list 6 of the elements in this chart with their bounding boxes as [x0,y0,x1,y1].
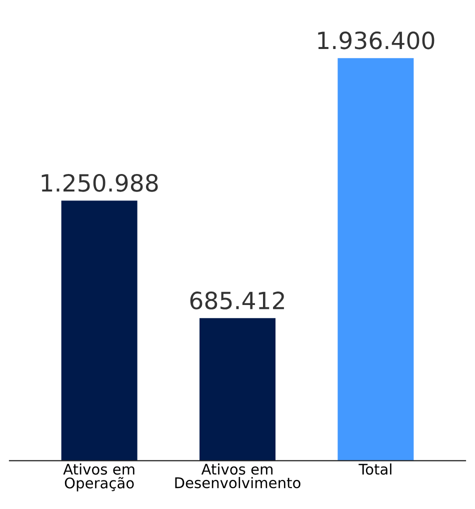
x-tick-label: Ativos em Desenvolvimento [175,463,300,488]
data-label: 685.412 [190,292,284,310]
data-label: 1.936.400 [318,31,434,50]
data-label: 1.250.988 [42,174,158,192]
x-tick-label: Total [358,463,392,475]
x-tick-label: Ativos em Operação [63,463,134,492]
